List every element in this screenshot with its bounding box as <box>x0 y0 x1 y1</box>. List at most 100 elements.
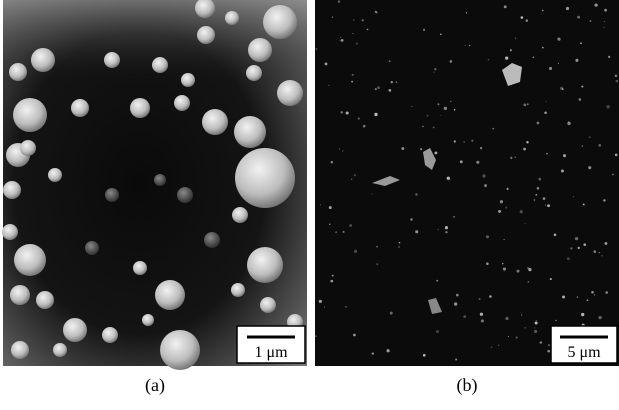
texture <box>234 116 266 148</box>
texture <box>598 316 601 319</box>
texture <box>604 21 605 22</box>
texture <box>260 297 276 313</box>
texture <box>329 206 332 209</box>
texture <box>436 280 438 282</box>
texture <box>469 45 471 47</box>
texture <box>202 109 228 135</box>
texture <box>505 56 508 59</box>
texture <box>488 59 490 61</box>
texture <box>615 75 618 78</box>
texture <box>374 113 377 116</box>
texture <box>525 19 528 22</box>
texture <box>231 283 245 297</box>
texture <box>547 204 550 207</box>
scale-bar-label: 5 μm <box>567 344 601 361</box>
texture <box>427 115 429 117</box>
texture <box>463 315 466 318</box>
texture <box>445 226 448 229</box>
texture <box>390 312 393 315</box>
texture <box>537 187 539 189</box>
texture <box>489 295 492 298</box>
texture <box>376 263 378 265</box>
texture <box>456 294 459 297</box>
texture <box>388 89 391 92</box>
texture <box>320 204 321 205</box>
texture <box>543 197 546 200</box>
texture <box>232 207 248 223</box>
texture <box>548 344 550 346</box>
texture <box>444 107 447 110</box>
texture <box>225 11 239 25</box>
texture <box>560 87 563 90</box>
texture <box>575 59 578 62</box>
texture <box>454 140 456 142</box>
texture <box>594 294 595 295</box>
texture <box>534 327 535 328</box>
texture <box>524 223 525 224</box>
texture <box>480 147 482 149</box>
texture <box>20 140 36 156</box>
texture <box>354 174 356 176</box>
texture <box>546 153 548 155</box>
texture <box>562 296 565 299</box>
texture <box>341 39 344 42</box>
texture <box>102 327 118 343</box>
texture <box>486 262 489 265</box>
texture <box>445 231 447 233</box>
texture <box>525 327 526 328</box>
texture <box>48 168 62 182</box>
texture <box>204 232 220 248</box>
figure: 1 μm 5 μm (a) (b) <box>0 0 619 405</box>
texture <box>340 37 341 38</box>
texture <box>508 336 509 337</box>
texture <box>500 200 503 203</box>
texture <box>566 7 569 10</box>
texture <box>440 33 442 35</box>
texture <box>510 49 512 51</box>
texture <box>454 302 457 305</box>
texture <box>423 354 426 357</box>
texture <box>527 103 529 105</box>
texture <box>362 19 364 21</box>
texture <box>356 43 358 45</box>
texture <box>594 250 597 253</box>
texture <box>540 341 542 343</box>
texture <box>71 99 89 117</box>
texture <box>352 74 354 76</box>
texture <box>133 261 147 275</box>
texture <box>583 243 586 246</box>
texture <box>498 210 501 213</box>
panel-label: (b) <box>457 375 478 396</box>
texture <box>505 207 507 209</box>
texture <box>535 194 537 196</box>
scale-bar-label: 1 μm <box>254 344 288 361</box>
page: 1 μm 5 μm (a) (b) (() => { const data = … <box>0 0 619 405</box>
texture <box>177 187 193 203</box>
texture <box>353 19 354 20</box>
texture <box>601 255 602 256</box>
texture <box>603 199 605 201</box>
texture <box>319 300 322 303</box>
texture <box>577 296 578 297</box>
texture <box>331 161 333 163</box>
texture <box>575 237 578 240</box>
texture <box>335 231 337 233</box>
texture <box>329 223 331 225</box>
texture <box>181 73 195 87</box>
texture <box>535 321 538 324</box>
texture <box>353 334 356 337</box>
texture <box>545 101 546 102</box>
texture <box>342 150 343 151</box>
texture <box>343 231 345 233</box>
texture <box>155 280 185 310</box>
texture <box>604 9 607 12</box>
texture <box>527 267 529 269</box>
texture <box>154 174 166 186</box>
texture <box>328 85 329 86</box>
texture <box>492 128 494 130</box>
texture <box>246 65 262 81</box>
texture <box>547 350 550 353</box>
texture <box>396 81 398 83</box>
texture <box>363 125 366 128</box>
texture <box>523 148 526 151</box>
